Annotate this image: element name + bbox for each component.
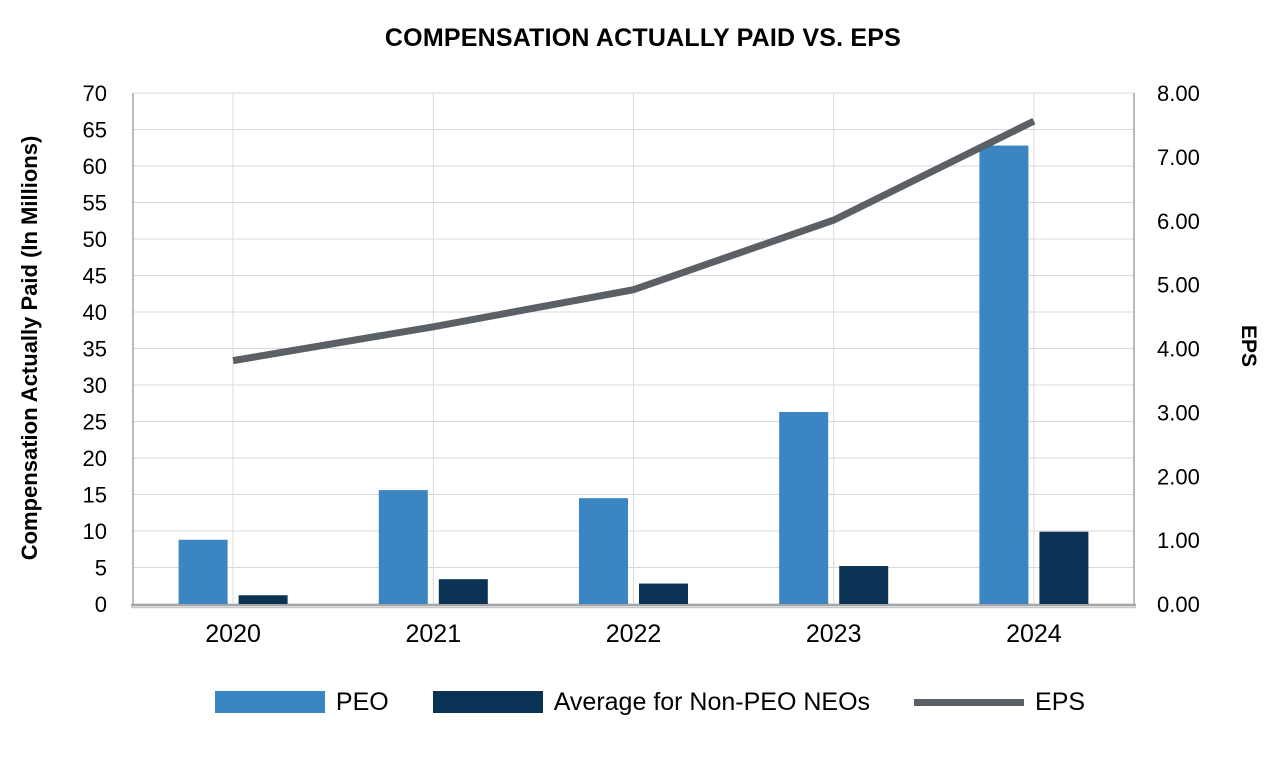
left-axis-title: Compensation Actually Paid (In Millions) <box>17 135 42 561</box>
right-axis-tick-label: 3.00 <box>1157 400 1200 425</box>
right-axis-tick-label: 4.00 <box>1157 337 1200 362</box>
legend-item-non-peo-neos: Average for Non-PEO NEOs <box>432 687 871 717</box>
left-axis-tick-label: 0 <box>95 592 107 617</box>
bar-non-peo-neos-2023 <box>839 566 889 604</box>
right-axis-tick-label: 6.00 <box>1157 209 1200 234</box>
bar-peo-2021 <box>378 490 428 604</box>
right-axis-tick-label: 5.00 <box>1157 273 1200 298</box>
left-axis-tick-label: 25 <box>83 410 107 435</box>
right-axis-title: EPS <box>1237 324 1260 368</box>
legend: PEO Average for Non-PEO NEOs EPS <box>0 688 1286 716</box>
non-peo-neos-swatch-icon <box>432 691 543 713</box>
left-axis-tick-label: 15 <box>83 483 107 508</box>
bar-non-peo-neos-2021 <box>438 579 488 604</box>
chart-title: COMPENSATION ACTUALLY PAID VS. EPS <box>384 24 902 52</box>
x-axis-category-label: 2021 <box>405 620 461 648</box>
bar-peo-2022 <box>579 498 628 604</box>
bar-non-peo-neos-2020 <box>238 595 288 604</box>
x-axis-category-label: 2020 <box>205 620 261 648</box>
left-axis-tick-label: 70 <box>83 81 107 106</box>
legend-item-peo: PEO <box>214 687 389 717</box>
left-axis-tick-label: 50 <box>83 227 107 252</box>
right-axis-tick-label: 8.00 <box>1157 81 1200 106</box>
legend-item-eps: EPS <box>914 688 1085 717</box>
non-peo-neos-legend-label: Average for Non-PEO NEOs <box>553 687 871 716</box>
x-axis-category-label: 2022 <box>606 620 662 648</box>
bar-non-peo-neos-2022 <box>639 583 688 604</box>
peo-swatch-icon <box>214 691 325 713</box>
left-axis-tick-label: 65 <box>83 118 107 143</box>
left-axis-tick-label: 45 <box>83 264 107 289</box>
bar-peo-2020 <box>178 539 228 604</box>
x-axis-category-label: 2024 <box>1006 620 1062 648</box>
left-axis-tick-label: 55 <box>83 191 107 216</box>
right-axis-tick-label: 0.00 <box>1157 592 1200 617</box>
left-axis-tick-label: 60 <box>83 154 107 179</box>
right-axis-tick-label: 2.00 <box>1157 464 1200 489</box>
left-axis-tick-label: 10 <box>83 519 107 544</box>
x-axis-category-label: 2023 <box>806 620 862 648</box>
left-axis-tick-label: 20 <box>83 446 107 471</box>
right-axis-tick-label: 1.00 <box>1157 528 1200 553</box>
right-axis-tick-label: 7.00 <box>1157 145 1200 170</box>
bar-peo-2024 <box>979 145 1029 604</box>
peo-legend-label: PEO <box>335 687 389 716</box>
eps-line <box>232 117 1036 365</box>
eps-legend-label: EPS <box>1035 687 1086 716</box>
eps-line-swatch-icon <box>914 698 1025 706</box>
bar-non-peo-neos-2024 <box>1039 531 1089 604</box>
bar-peo-2023 <box>779 412 829 604</box>
left-axis-tick-label: 5 <box>95 556 107 581</box>
left-axis-tick-label: 35 <box>83 337 107 362</box>
left-axis-tick-label: 40 <box>83 300 107 325</box>
left-axis-tick-label: 30 <box>83 373 107 398</box>
